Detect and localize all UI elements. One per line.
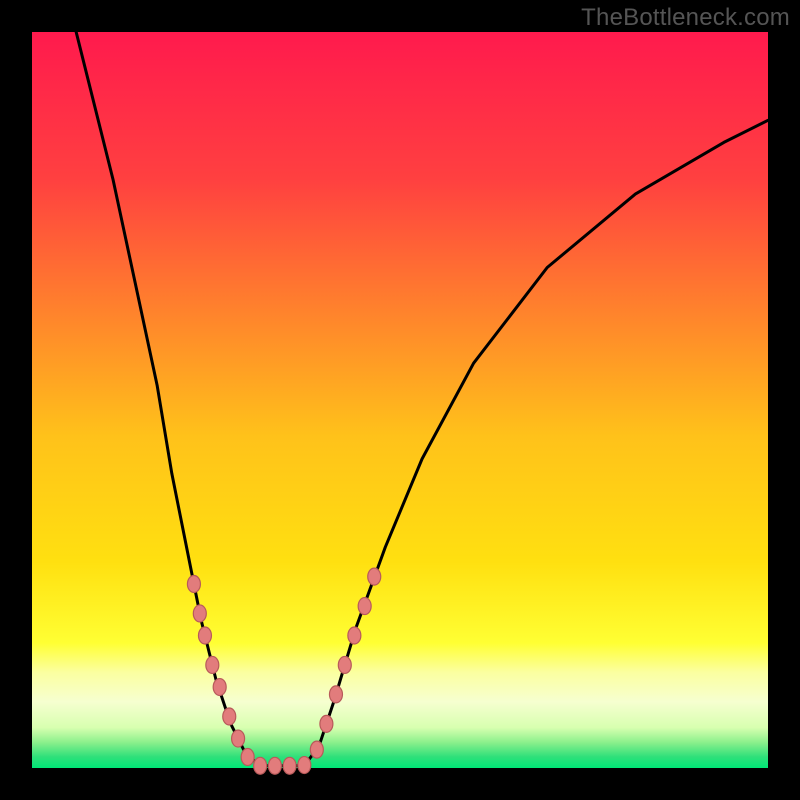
data-marker (348, 627, 361, 644)
data-marker (241, 748, 254, 765)
data-marker (320, 715, 333, 732)
data-marker (213, 679, 226, 696)
data-marker (198, 627, 211, 644)
data-marker (254, 757, 267, 774)
data-marker (368, 568, 381, 585)
data-marker (223, 708, 236, 725)
data-marker (206, 656, 219, 673)
bottleneck-chart (0, 0, 800, 800)
data-marker (298, 757, 311, 774)
data-marker (187, 576, 200, 593)
data-marker (358, 598, 371, 615)
data-marker (193, 605, 206, 622)
data-marker (310, 741, 323, 758)
data-marker (232, 730, 245, 747)
data-marker (329, 686, 342, 703)
data-marker (338, 656, 351, 673)
chart-container: TheBottleneck.com (0, 0, 800, 800)
data-marker (268, 757, 281, 774)
watermark-text: TheBottleneck.com (581, 4, 790, 32)
data-marker (283, 757, 296, 774)
